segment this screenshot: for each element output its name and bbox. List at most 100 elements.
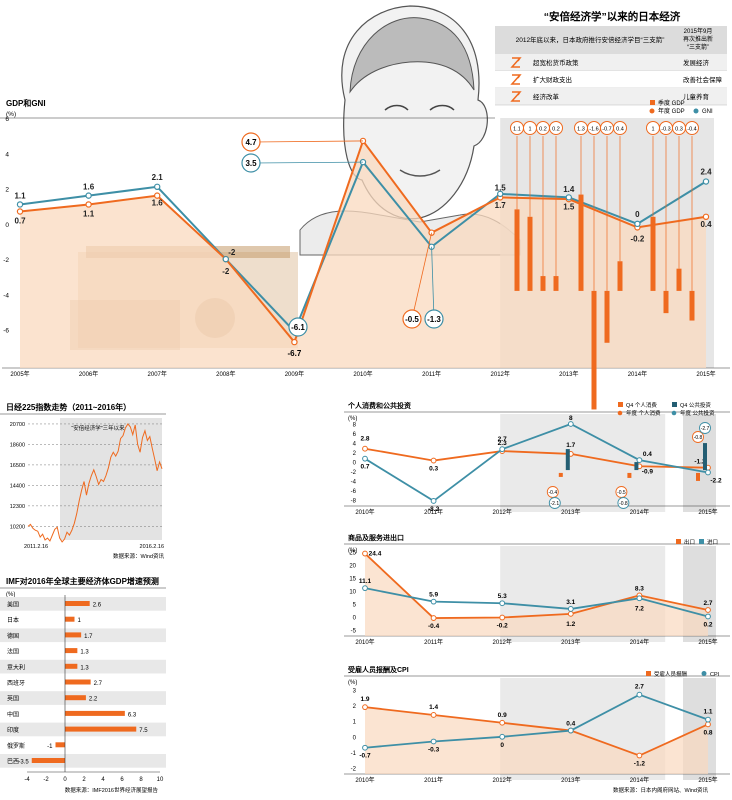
nikkei-chart: 日经225指数走势（2011~2016年） “安倍经济学”三年以来 10200 123… bbox=[0, 402, 166, 560]
export-point bbox=[567, 610, 574, 617]
legend-gdp-label: 年度 GDP bbox=[658, 107, 685, 115]
chart-title: 日经225指数走势（2011~2016年） bbox=[6, 402, 131, 412]
forecast-bar bbox=[55, 742, 65, 748]
x-tick-label: 2015年 bbox=[698, 776, 717, 784]
export-point bbox=[499, 614, 506, 621]
x-tick-label: 2014年 bbox=[630, 776, 649, 784]
gni-callout-label: 3.5 bbox=[245, 159, 257, 168]
legend-import-swatch bbox=[699, 539, 704, 544]
policy-col2-header: 再次推出新 bbox=[683, 35, 713, 43]
gni-data-label: 1.5 bbox=[563, 202, 575, 211]
category-label: 英国 bbox=[7, 695, 19, 703]
x-tick-label: 6 bbox=[120, 777, 124, 783]
x-tick-label: 2006年 bbox=[79, 370, 98, 378]
export-line bbox=[364, 552, 709, 619]
legend-consumption-label: 年度 个人消费 bbox=[626, 409, 661, 417]
category-label: 法国 bbox=[7, 648, 19, 656]
gdp-callout-label: 4.7 bbox=[245, 138, 257, 147]
quarterly-bar bbox=[663, 290, 669, 314]
value-label: 2.7 bbox=[94, 681, 103, 687]
category-label: 俄罗斯 bbox=[7, 742, 25, 750]
policy-item: 经济改革 bbox=[533, 92, 560, 101]
y-tick-label: -6 bbox=[351, 489, 357, 495]
consumption-data-label: 1.7 bbox=[566, 442, 575, 449]
gni-callout-circle bbox=[241, 153, 261, 173]
quarterly-callout-label: 1.3 bbox=[577, 127, 585, 133]
annotation: “安倍经济学”三年以来 bbox=[71, 424, 125, 432]
cpi-point bbox=[705, 716, 711, 723]
cpi-point bbox=[567, 727, 574, 734]
compensation-area bbox=[365, 707, 708, 774]
export-point bbox=[705, 607, 711, 613]
value-label: 2.2 bbox=[89, 697, 98, 703]
source-note: 数据来源：IMF2016世界经济展望报告 bbox=[65, 786, 159, 794]
q4-consumption-callout bbox=[692, 431, 704, 443]
y-tick-label: 5 bbox=[353, 603, 357, 609]
row-bg bbox=[0, 644, 166, 658]
quarterly-callout-label: -0.4 bbox=[687, 127, 696, 133]
gni-data-label: 1.1 bbox=[14, 191, 26, 200]
y-tick-label: 20700 bbox=[10, 422, 25, 428]
compensation-line bbox=[364, 706, 709, 757]
gdp-area bbox=[20, 140, 706, 368]
x-tick-label: 2010年 bbox=[355, 638, 374, 646]
import-data-label: 0.2 bbox=[703, 621, 712, 628]
y-tick-label: 14400 bbox=[10, 483, 25, 489]
q4-consumption-label: -0.5 bbox=[617, 490, 626, 496]
row-bg bbox=[0, 754, 166, 768]
y-tick-label: -4 bbox=[351, 480, 357, 486]
value-label: 1.7 bbox=[84, 634, 93, 640]
policy-row-bg bbox=[495, 71, 727, 88]
source-note: 数据来源：Wind资讯 bbox=[113, 552, 165, 560]
investment-point bbox=[499, 446, 506, 453]
gdp-gni-chart: GDP和GNI (%) -6 -4 -2 0 2 4 6 2005年 2006年 2007年 2008年… bbox=[0, 98, 730, 410]
x-tick-label: 2011年 bbox=[424, 776, 443, 784]
gdp-data-label: 1.1 bbox=[83, 209, 95, 218]
import-data-label: 3.1 bbox=[566, 599, 575, 606]
gni-point bbox=[16, 201, 24, 208]
consumption-line bbox=[364, 447, 709, 469]
forecast-bar bbox=[65, 710, 125, 716]
value-label: 1.3 bbox=[80, 650, 89, 656]
export-data-label: -0.2 bbox=[497, 623, 509, 630]
gdp-point bbox=[153, 192, 161, 199]
gdp-callout-label: -0.5 bbox=[405, 315, 419, 324]
gdp-data-label: 0.7 bbox=[14, 217, 26, 226]
y-tick-label: 10200 bbox=[10, 524, 25, 530]
legend-investment-label: 年度 公共投资 bbox=[680, 409, 715, 417]
export-point bbox=[362, 550, 368, 557]
arrow-icon bbox=[510, 74, 522, 85]
investment-data-label: -2.2 bbox=[710, 477, 722, 484]
y-tick-label: 0 bbox=[353, 461, 357, 467]
cpi-point bbox=[430, 738, 437, 745]
gni-data-label: 1.6 bbox=[83, 183, 95, 192]
q4-consumption-bar bbox=[627, 472, 632, 478]
cpi-line bbox=[364, 693, 709, 749]
quarterly-bar bbox=[553, 276, 559, 291]
x-tick-label: 2012年 bbox=[493, 508, 512, 516]
investment-point bbox=[362, 455, 368, 462]
q4-investment-label: -0.8 bbox=[619, 501, 628, 507]
value-label: 1 bbox=[78, 618, 82, 624]
highlight-band bbox=[60, 418, 162, 540]
y-tick-label: 25 bbox=[349, 551, 356, 557]
quarterly-bar bbox=[650, 216, 656, 291]
y-tick-label: 3 bbox=[353, 689, 357, 695]
q4-consumption-bar bbox=[696, 472, 700, 481]
y-tick-label: 20 bbox=[349, 564, 356, 570]
q4-investment-bar bbox=[634, 462, 639, 471]
gni-point bbox=[634, 220, 641, 228]
x-tick-label: 2015年 bbox=[698, 638, 717, 646]
policy-new-item: 改善社会保障 bbox=[683, 75, 723, 84]
export-data-label: 8.3 bbox=[635, 585, 644, 592]
compensation-point bbox=[636, 752, 643, 759]
x-tick-label: 2005年 bbox=[10, 370, 29, 378]
policy-row-bg bbox=[495, 88, 727, 105]
gni-point bbox=[565, 194, 573, 201]
cpi-data-label: 2.7 bbox=[635, 684, 644, 691]
consumption-investment-chart: 个人消费和公共投资 (%) -8 -6 -4 -2 0 2 4 6 8 2010年 2011年 2012年… bbox=[344, 401, 730, 516]
compensation-data-label: 1.4 bbox=[429, 704, 438, 711]
export-data-label: 24.4 bbox=[369, 551, 382, 558]
main-title: “安倍经济学”以来的日本经济 bbox=[544, 10, 681, 23]
value-label: -3.5 bbox=[18, 760, 29, 766]
